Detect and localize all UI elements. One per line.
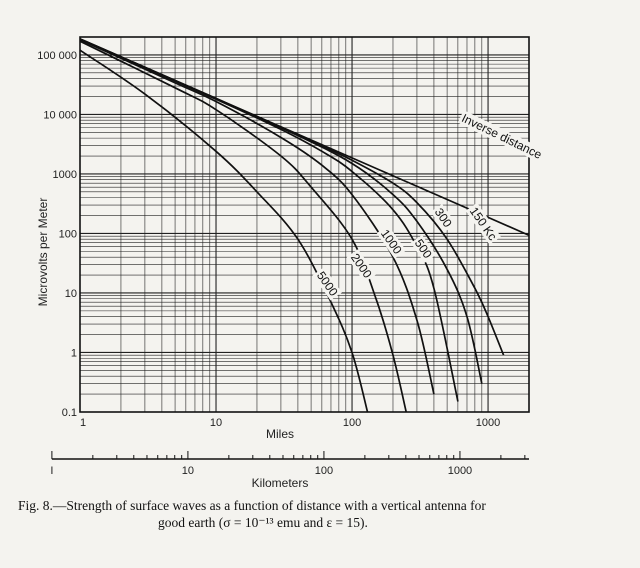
y-tick-label: 1 — [71, 347, 77, 359]
x-axis-title: Miles — [266, 427, 294, 441]
x-tick-label: 100 — [343, 417, 361, 429]
y-tick-label: 10 — [65, 288, 77, 300]
y-tick-label: 0.1 — [62, 407, 77, 419]
curve-label-backdrop — [312, 267, 342, 301]
curve-1000 — [79, 38, 435, 395]
km-tick-label: 1000 — [448, 465, 472, 477]
plot-frame — [79, 36, 530, 413]
y-tick-label: 1000 — [53, 169, 77, 181]
curve-label-inverse-distance: Inverse distance — [459, 111, 544, 162]
x-tick-labels: 1 10 100 1000 — [80, 417, 500, 429]
curve-5000 — [79, 49, 369, 413]
curve-2000 — [79, 40, 408, 413]
y-tick-label: 100 — [59, 228, 77, 240]
x-tick-label: 10 — [210, 417, 222, 429]
curve-label-backdrop — [346, 249, 376, 283]
y-tick-labels: 100 000 10 000 1000 100 10 1 0.1 — [37, 50, 77, 419]
x-tick-label: 1000 — [476, 417, 500, 429]
curve-label-backdrop — [430, 203, 457, 232]
curve-500 — [79, 38, 459, 402]
curve-label-backdrop — [376, 225, 406, 259]
y-tick-label: 100 000 — [37, 50, 77, 62]
x-tick-label: 1 — [80, 417, 86, 429]
figure-caption: Fig. 8.—Strength of surface waves as a f… — [18, 497, 618, 531]
kilometer-scale: I 10 100 1000 — [50, 451, 529, 477]
km-axis-title: Kilometers — [252, 476, 309, 490]
km-tick-label: 100 — [315, 465, 333, 477]
curve-label-backdrop — [465, 202, 501, 245]
grid-lines — [80, 36, 530, 413]
caption-line-1: Fig. 8.—Strength of surface waves as a f… — [18, 498, 486, 513]
y-axis-title: Microvolts per Meter — [36, 198, 50, 307]
km-tick-label: 10 — [182, 465, 194, 477]
km-tick-label: I — [50, 465, 53, 477]
curves — [79, 38, 530, 413]
y-tick-label: 10 000 — [43, 109, 77, 121]
curve-label-backdrop — [457, 110, 547, 163]
curve-label-150-kc: 150 Kc — [467, 204, 500, 243]
caption-line-2: good earth (σ = 10⁻¹³ emu and ε = 15). — [158, 515, 368, 530]
curve-label-backdrop — [410, 234, 437, 263]
